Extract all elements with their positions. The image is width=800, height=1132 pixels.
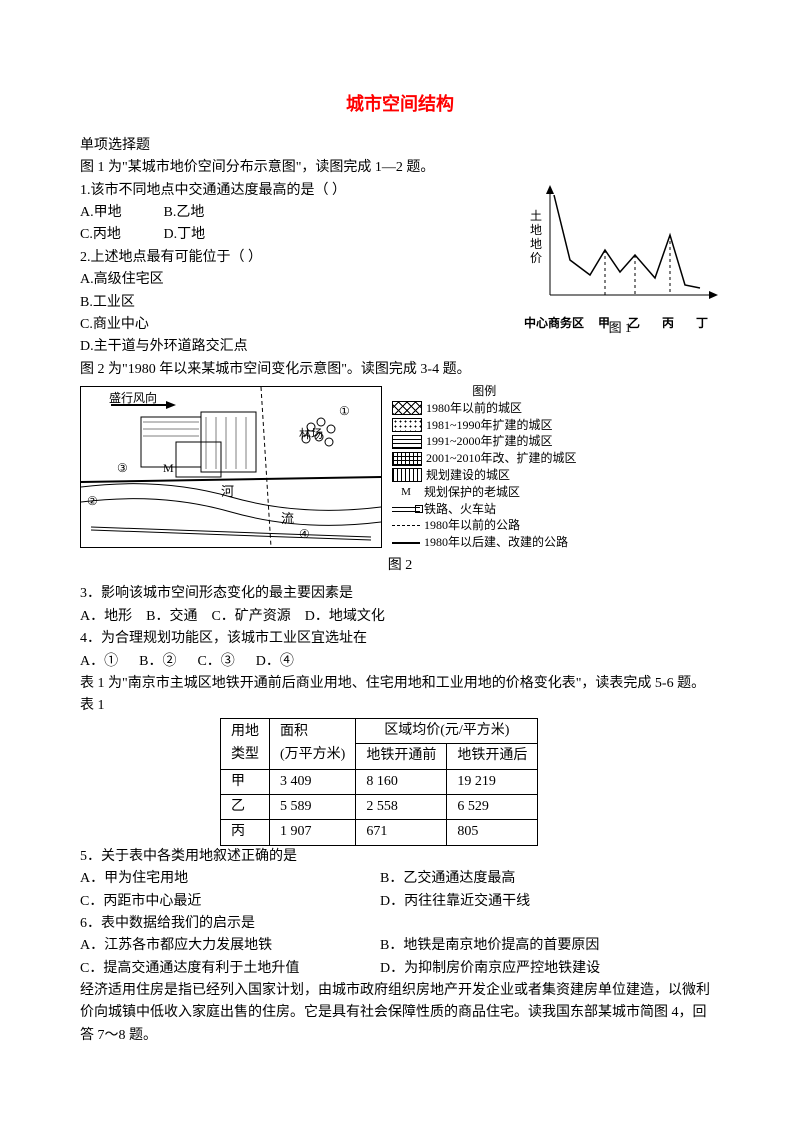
intro-2: 图 2 为"1980 年以来某城市空间变化示意图"。读图完成 3-4 题。 [80, 359, 720, 381]
legend-item-1: 1981~1990年扩建的城区 [426, 417, 553, 434]
fig1-xtick-ding: 丁 [696, 314, 708, 333]
q6-opt-d: D．为抑制房价南京应严控地铁建设 [380, 958, 600, 980]
th-before: 地铁开通前 [356, 744, 447, 769]
figure-1: 土 地 地 价 中心商务区 甲 乙 丙 丁 图 1 [520, 180, 720, 339]
legend-item-4: 规划建设的城区 [426, 467, 510, 484]
q4-options: A．① B．② C．③ D．④ [80, 651, 720, 673]
q6-opt-c: C．提高交通通达度有利于土地升值 [80, 958, 380, 980]
page-title: 城市空间结构 [80, 90, 720, 119]
q6-opt-a: A．江苏各市都应大力发展地铁 [80, 935, 380, 957]
q4: 4．为合理规划功能区，该城市工业区宜选址在 [80, 628, 720, 650]
fig2-p2: ② [87, 492, 98, 511]
q3-options: A．地形 B．交通 C．矿产资源 D．地域文化 [80, 606, 720, 628]
table-1: 用地类型 面积(万平方米) 区域均价(元/平方米) 地铁开通前 地铁开通后 甲 … [220, 718, 538, 846]
document-page: 城市空间结构 单项选择题 图 1 为"某城市地价空间分布示意图"，读图完成 1—… [0, 0, 800, 1132]
svg-text:地: 地 [530, 237, 542, 251]
fig2-caption: 图 2 [80, 555, 720, 577]
fig1-xtick-cbd: 中心商务区 [524, 314, 584, 333]
q6-options-cd: C．提高交通通达度有利于土地升值 D．为抑制房价南京应严控地铁建设 [80, 958, 720, 980]
legend-item-0: 1980年以前的城区 [426, 400, 522, 417]
q5-opt-b: B．乙交通通达度最高 [380, 868, 515, 890]
q6-options-ab: A．江苏各市都应大力发展地铁 B．地铁是南京地价提高的首要原因 [80, 935, 720, 957]
fig2-wind-label: 盛行风向 [109, 389, 157, 408]
fig2-river1: 河 [221, 482, 234, 503]
q5: 5．关于表中各类用地叙述正确的是 [80, 846, 720, 868]
fig2-p1: ① [339, 402, 350, 421]
q6-opt-b: B．地铁是南京地价提高的首要原因 [380, 935, 599, 957]
legend-m-icon: M [392, 485, 420, 500]
q1-opt-d: D.丁地 [164, 224, 244, 246]
th-type: 用地类型 [221, 718, 270, 769]
legend-item-5: 规划保护的老城区 [424, 484, 520, 501]
fig1-xtick-yi: 乙 [628, 314, 640, 333]
fig1-xtick-jia: 甲 [598, 314, 610, 333]
th-area: 面积(万平方米) [270, 718, 356, 769]
th-after: 地铁开通后 [447, 744, 538, 769]
q5-options-cd: C．丙距市中心最近 D．丙往往靠近交通干线 [80, 891, 720, 913]
fig2-forest-label: 林场 [299, 425, 323, 444]
fig2-p4: ④ [299, 525, 310, 544]
q5-options-ab: A．甲为住宅用地 B．乙交通通达度最高 [80, 868, 720, 890]
legend-item-7: 1980年以前的公路 [424, 517, 520, 534]
fig2-legend-title: 图例 [392, 383, 577, 400]
q3: 3．影响该城市空间形态变化的最主要因素是 [80, 583, 720, 605]
table-row: 甲 3 409 8 160 19 219 [221, 769, 538, 794]
legend-item-3: 2001~2010年改、扩建的城区 [426, 450, 577, 467]
intro-4: 经济适用住房是指已经列入国家计划，由城市政府组织房地产开发企业或者集资建房单位建… [80, 980, 720, 1047]
fig2-legend: 图例 1980年以前的城区 1981~1990年扩建的城区 1991~2000年… [392, 383, 577, 551]
legend-item-2: 1991~2000年扩建的城区 [426, 433, 553, 450]
q5-opt-d: D．丙往往靠近交通干线 [380, 891, 530, 913]
intro-3: 表 1 为"南京市主城区地铁开通前后商业用地、住宅用地和工业用地的价格变化表"，… [80, 673, 720, 695]
svg-text:地: 地 [530, 223, 542, 237]
q5-opt-a: A．甲为住宅用地 [80, 868, 380, 890]
q6: 6．表中数据给我们的启示是 [80, 913, 720, 935]
section-heading: 单项选择题 [80, 135, 720, 157]
table-header-row-1: 用地类型 面积(万平方米) 区域均价(元/平方米) [221, 718, 538, 743]
q5-opt-c: C．丙距市中心最近 [80, 891, 380, 913]
table-row: 丙 1 907 671 805 [221, 820, 538, 845]
figure-2: 盛行风向 林场 河 流 M ① ② ③ ④ 图例 1980年以前的城区 1981… [80, 383, 720, 551]
q1-opt-a: A.甲地 [80, 202, 160, 224]
fig1-svg: 土 地 地 价 [520, 180, 720, 310]
fig1-xtick-bing: 丙 [662, 314, 674, 333]
table-1-label: 表 1 [80, 695, 720, 717]
table-row: 乙 5 589 2 558 6 529 [221, 794, 538, 819]
q1-opt-b: B.乙地 [164, 202, 244, 224]
intro-1: 图 1 为"某城市地价空间分布示意图"，读图完成 1—2 题。 [80, 157, 720, 179]
fig2-p3: ③ [117, 459, 128, 478]
q2-opt-d: D.主干道与外环道路交汇点 [80, 336, 720, 358]
fig2-map: 盛行风向 林场 河 流 M ① ② ③ ④ [80, 386, 382, 548]
fig2-river2: 流 [281, 509, 294, 530]
legend-item-6: 铁路、火车站 [424, 501, 496, 518]
fig1-ylabel-1: 土 [530, 209, 542, 223]
legend-item-8: 1980年以后建、改建的公路 [424, 534, 568, 551]
fig2-m: M [163, 459, 174, 478]
q1-opt-c: C.丙地 [80, 224, 160, 246]
svg-text:价: 价 [530, 251, 542, 265]
th-price: 区域均价(元/平方米) [356, 718, 538, 743]
